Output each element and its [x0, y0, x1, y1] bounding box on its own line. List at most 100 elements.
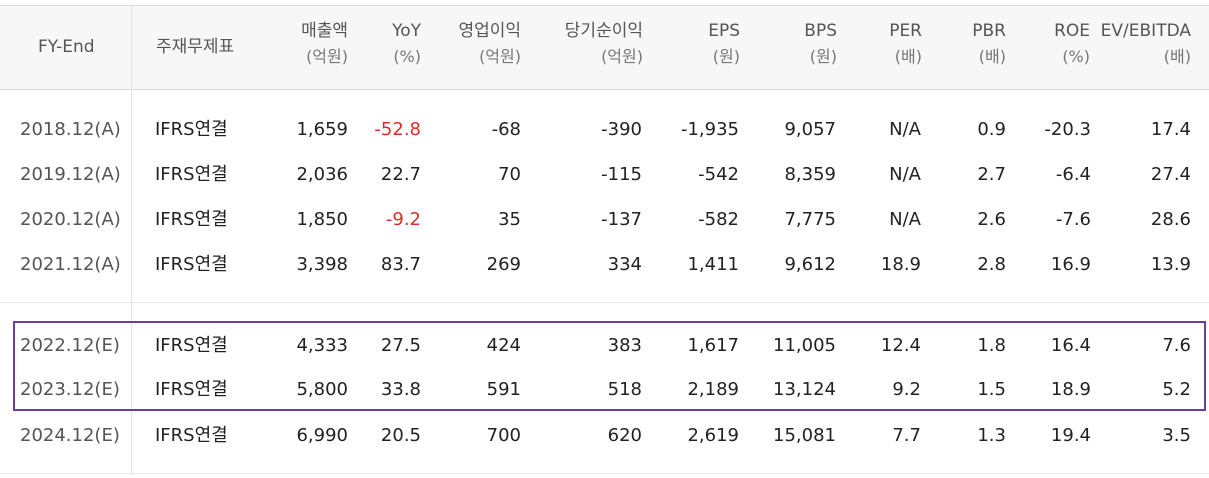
row-value: 2,189: [687, 379, 739, 400]
row-value: 5,800: [296, 379, 348, 400]
row-year: 2018.12(A): [20, 119, 121, 140]
row-value: 7,775: [784, 209, 836, 230]
table-header: [0, 5, 1209, 90]
table-row: 2018.12(A) IFRS연결 1,659 -52.8 -68 -390 -1,935 9…: [0, 108, 1209, 152]
row-value: 3,398: [296, 254, 348, 275]
table-row: 2019.12(A) IFRS연결 2,036 22.7 70 -115 -542 8,359…: [0, 153, 1209, 197]
header-label: PER: [889, 21, 922, 41]
row-value: 13.9: [1150, 254, 1191, 275]
table-row: 2023.12(E) IFRS연결 5,800 33.8 591 518 2,189 13,1…: [0, 368, 1209, 412]
row-statement-type: IFRS연결: [155, 209, 228, 230]
row-value: 22.7: [380, 164, 421, 185]
row-value: 19.4: [1050, 425, 1091, 446]
row-value: N/A: [889, 209, 921, 230]
header-pbr: PBR (배): [926, 18, 1006, 70]
row-value: 383: [607, 335, 642, 356]
row-value: 4,333: [296, 335, 348, 356]
header-roe: ROE (%): [1010, 18, 1090, 70]
row-value: -68: [491, 119, 521, 140]
row-value: 2.7: [977, 164, 1006, 185]
table-bottom-border: [0, 473, 1209, 474]
row-value: 15,081: [773, 425, 836, 446]
header-unit: (%): [393, 47, 421, 66]
row-value: 334: [607, 254, 642, 275]
row-value: -1,935: [680, 119, 739, 140]
row-value: 28.6: [1150, 209, 1191, 230]
row-value: 27.4: [1150, 164, 1191, 185]
row-value: N/A: [889, 164, 921, 185]
header-yoy: YoY (%): [350, 18, 421, 70]
row-statement-type: IFRS연결: [155, 379, 228, 400]
row-value: 9,612: [784, 254, 836, 275]
row-statement-type: IFRS연결: [155, 425, 228, 446]
header-net-income: 당기순이익 (억원): [530, 18, 643, 70]
row-value: 9,057: [784, 119, 836, 140]
header-fy-end: FY-End: [38, 37, 95, 57]
row-value: 18.9: [1050, 379, 1091, 400]
header-unit: (원): [809, 47, 837, 66]
row-value: 1,411: [687, 254, 739, 275]
header-revenue: 매출액 (억원): [258, 18, 348, 70]
header-operating-income: 영업이익 (억원): [420, 18, 521, 70]
row-statement-type: IFRS연결: [155, 164, 228, 185]
row-value: -115: [601, 164, 642, 185]
row-value: 1,617: [687, 335, 739, 356]
highlight-box: [13, 321, 1206, 411]
row-value: 35: [498, 209, 521, 230]
row-year: 2024.12(E): [20, 425, 120, 446]
header-label: PBR: [972, 21, 1006, 41]
header-per: PER (배): [842, 18, 922, 70]
section-divider: [0, 302, 1209, 303]
row-value: 1.8: [977, 335, 1006, 356]
row-year: 2022.12(E): [20, 335, 120, 356]
row-value: 0.9: [977, 119, 1006, 140]
row-value: 2.6: [977, 209, 1006, 230]
row-value: 2,619: [687, 425, 739, 446]
header-eps: EPS (원): [660, 18, 740, 70]
header-label: ROE: [1054, 21, 1090, 41]
row-value: 1.5: [977, 379, 1006, 400]
header-unit: (억원): [306, 47, 348, 66]
row-value: 9.2: [892, 379, 921, 400]
header-bps: BPS (원): [757, 18, 837, 70]
row-year: 2019.12(A): [20, 164, 121, 185]
row-year: 2023.12(E): [20, 379, 120, 400]
header-unit: (억원): [479, 47, 521, 66]
header-label: BPS: [804, 21, 837, 41]
header-unit: (배): [894, 47, 922, 66]
header-label: EV/EBITDA: [1100, 21, 1191, 41]
row-value: 424: [486, 335, 521, 356]
row-value: 11,005: [773, 335, 836, 356]
row-value: 17.4: [1150, 119, 1191, 140]
row-value: 1.3: [977, 425, 1006, 446]
row-value: 16.4: [1050, 335, 1091, 356]
header-label: 당기순이익: [564, 21, 643, 41]
row-statement-type: IFRS연결: [155, 119, 228, 140]
row-value: 7.6: [1162, 335, 1191, 356]
row-value: -7.6: [1055, 209, 1091, 230]
header-unit: (배): [978, 47, 1006, 66]
row-value: 20.5: [380, 425, 421, 446]
row-year: 2021.12(A): [20, 254, 121, 275]
row-value: 5.2: [1162, 379, 1191, 400]
row-value: 8,359: [784, 164, 836, 185]
row-value: N/A: [889, 119, 921, 140]
row-value: 13,124: [773, 379, 836, 400]
header-unit: (억원): [601, 47, 643, 66]
row-value: 33.8: [380, 379, 421, 400]
row-value: 2,036: [296, 164, 348, 185]
row-value: 1,659: [296, 119, 348, 140]
header-label: YoY: [392, 21, 421, 41]
row-statement-type: IFRS연결: [155, 335, 228, 356]
row-value: 2.8: [977, 254, 1006, 275]
row-value: -9.2: [385, 209, 421, 230]
row-value: 518: [607, 379, 642, 400]
header-unit: (%): [1062, 47, 1090, 66]
row-value: 70: [498, 164, 521, 185]
row-value: 1,850: [296, 209, 348, 230]
row-value: 6,990: [296, 425, 348, 446]
row-value: -390: [601, 119, 642, 140]
header-unit: (배): [1163, 47, 1191, 66]
table-row: 2020.12(A) IFRS연결 1,850 -9.2 35 -137 -582 7,775…: [0, 198, 1209, 242]
